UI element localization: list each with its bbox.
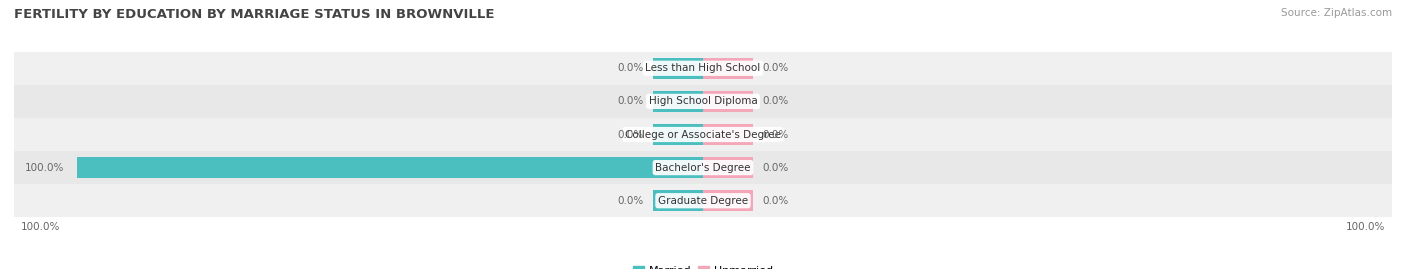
Text: Less than High School: Less than High School xyxy=(645,63,761,73)
Bar xyxy=(703,190,754,211)
Text: 0.0%: 0.0% xyxy=(762,162,789,173)
Bar xyxy=(652,91,703,112)
Text: 100.0%: 100.0% xyxy=(1347,222,1386,232)
Text: Source: ZipAtlas.com: Source: ZipAtlas.com xyxy=(1281,8,1392,18)
Bar xyxy=(77,157,703,178)
Text: 0.0%: 0.0% xyxy=(617,129,644,140)
Text: High School Diploma: High School Diploma xyxy=(648,96,758,107)
Text: Graduate Degree: Graduate Degree xyxy=(658,196,748,206)
Text: 0.0%: 0.0% xyxy=(762,196,789,206)
Bar xyxy=(14,151,1392,184)
Bar xyxy=(652,124,703,145)
Text: 0.0%: 0.0% xyxy=(617,63,644,73)
Text: 0.0%: 0.0% xyxy=(762,63,789,73)
Bar xyxy=(703,58,754,79)
Text: 0.0%: 0.0% xyxy=(762,129,789,140)
Text: 100.0%: 100.0% xyxy=(25,162,65,173)
Bar xyxy=(14,118,1392,151)
Bar xyxy=(14,85,1392,118)
Text: FERTILITY BY EDUCATION BY MARRIAGE STATUS IN BROWNVILLE: FERTILITY BY EDUCATION BY MARRIAGE STATU… xyxy=(14,8,495,21)
Legend: Married, Unmarried: Married, Unmarried xyxy=(628,261,778,269)
Text: 0.0%: 0.0% xyxy=(762,96,789,107)
Bar xyxy=(14,52,1392,85)
Text: College or Associate's Degree: College or Associate's Degree xyxy=(626,129,780,140)
Text: 0.0%: 0.0% xyxy=(617,96,644,107)
Bar xyxy=(652,58,703,79)
Text: Bachelor's Degree: Bachelor's Degree xyxy=(655,162,751,173)
Bar xyxy=(703,157,754,178)
Bar xyxy=(652,190,703,211)
Text: 100.0%: 100.0% xyxy=(20,222,59,232)
Bar xyxy=(14,184,1392,217)
Bar xyxy=(703,91,754,112)
Bar xyxy=(703,124,754,145)
Text: 0.0%: 0.0% xyxy=(617,196,644,206)
